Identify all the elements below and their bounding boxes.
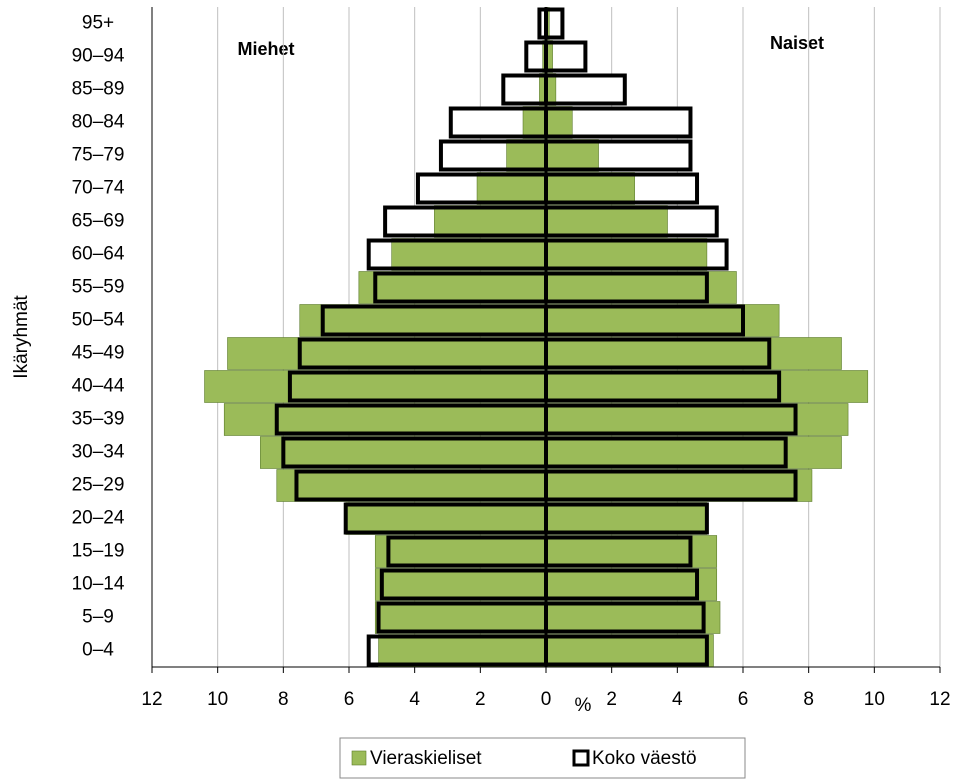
outline-fill [526, 42, 546, 71]
bar [545, 370, 869, 403]
y-tick-label: 40–44 [72, 376, 125, 397]
x-tick-label: 4 [672, 689, 683, 710]
bar [378, 634, 547, 667]
x-tick-label: 6 [738, 689, 749, 710]
legend-swatch [572, 749, 590, 767]
x-tick-label: 10 [207, 689, 228, 710]
y-tick-label: 80–84 [72, 112, 125, 133]
bar [545, 634, 714, 667]
x-tick-label: 0 [541, 689, 552, 710]
y-tick-label: 45–49 [72, 343, 125, 364]
bar [545, 601, 721, 634]
y-tick-label: 55–59 [72, 277, 125, 298]
x-axis-label: % [575, 695, 592, 716]
y-tick-label: 75–79 [72, 145, 125, 166]
x-tick-label: 8 [803, 689, 814, 710]
bar [374, 535, 547, 568]
x-tick-label: 2 [475, 689, 486, 710]
bar [545, 568, 718, 601]
bar [358, 271, 547, 304]
y-tick-label: 85–89 [72, 79, 125, 100]
legend-label: Vieraskieliset [370, 748, 482, 769]
bar [545, 304, 780, 337]
annotation: Miehet [237, 39, 294, 59]
annotation: Naiset [770, 33, 824, 53]
bar [545, 205, 668, 238]
outline-fill [539, 9, 546, 38]
legend-swatch [351, 750, 367, 766]
y-tick-label: 10–14 [72, 574, 125, 595]
bar [506, 139, 547, 172]
bar [522, 106, 547, 139]
bar [260, 436, 547, 469]
y-tick-label: 60–64 [72, 244, 125, 265]
bar [545, 502, 708, 535]
y-tick-label: 25–29 [72, 475, 125, 496]
bar [545, 106, 573, 139]
bar [476, 172, 547, 205]
bar [545, 238, 708, 271]
y-axis-label: Ikäryhmät [11, 295, 32, 379]
x-tick-label: 4 [409, 689, 420, 710]
bar [374, 601, 547, 634]
y-tick-label: 35–39 [72, 409, 125, 430]
x-tick-label: 2 [606, 689, 617, 710]
y-tick-label: 5–9 [82, 607, 114, 628]
bar [545, 436, 842, 469]
y-tick-label: 95+ [82, 13, 114, 34]
outline-fill [546, 75, 625, 104]
bar [545, 469, 813, 502]
bar [276, 469, 547, 502]
y-tick-label: 50–54 [72, 310, 125, 331]
outline-fill [546, 9, 563, 38]
bar [223, 403, 547, 436]
bar [545, 271, 737, 304]
bar [545, 172, 635, 205]
x-tick-label: 10 [864, 689, 885, 710]
outline-fill [503, 75, 546, 104]
bar [434, 205, 547, 238]
legend-box [339, 737, 746, 779]
bar [227, 337, 547, 370]
x-tick-label: 8 [278, 689, 289, 710]
bar [204, 370, 547, 403]
y-tick-label: 20–24 [72, 508, 125, 529]
bar [299, 304, 547, 337]
x-tick-label: 12 [929, 689, 950, 710]
bar [345, 502, 547, 535]
bar [391, 238, 547, 271]
y-tick-label: 70–74 [72, 178, 125, 199]
bar [374, 568, 547, 601]
x-tick-label: 6 [344, 689, 355, 710]
y-tick-label: 30–34 [72, 442, 125, 463]
y-tick-label: 0–4 [82, 640, 114, 661]
y-tick-label: 65–69 [72, 211, 125, 232]
x-tick-label: 12 [141, 689, 162, 710]
bar [545, 139, 599, 172]
bar [545, 337, 842, 370]
y-tick-label: 15–19 [72, 541, 125, 562]
bar [545, 403, 849, 436]
legend-label: Koko väestö [592, 748, 697, 769]
y-tick-label: 90–94 [72, 46, 125, 67]
